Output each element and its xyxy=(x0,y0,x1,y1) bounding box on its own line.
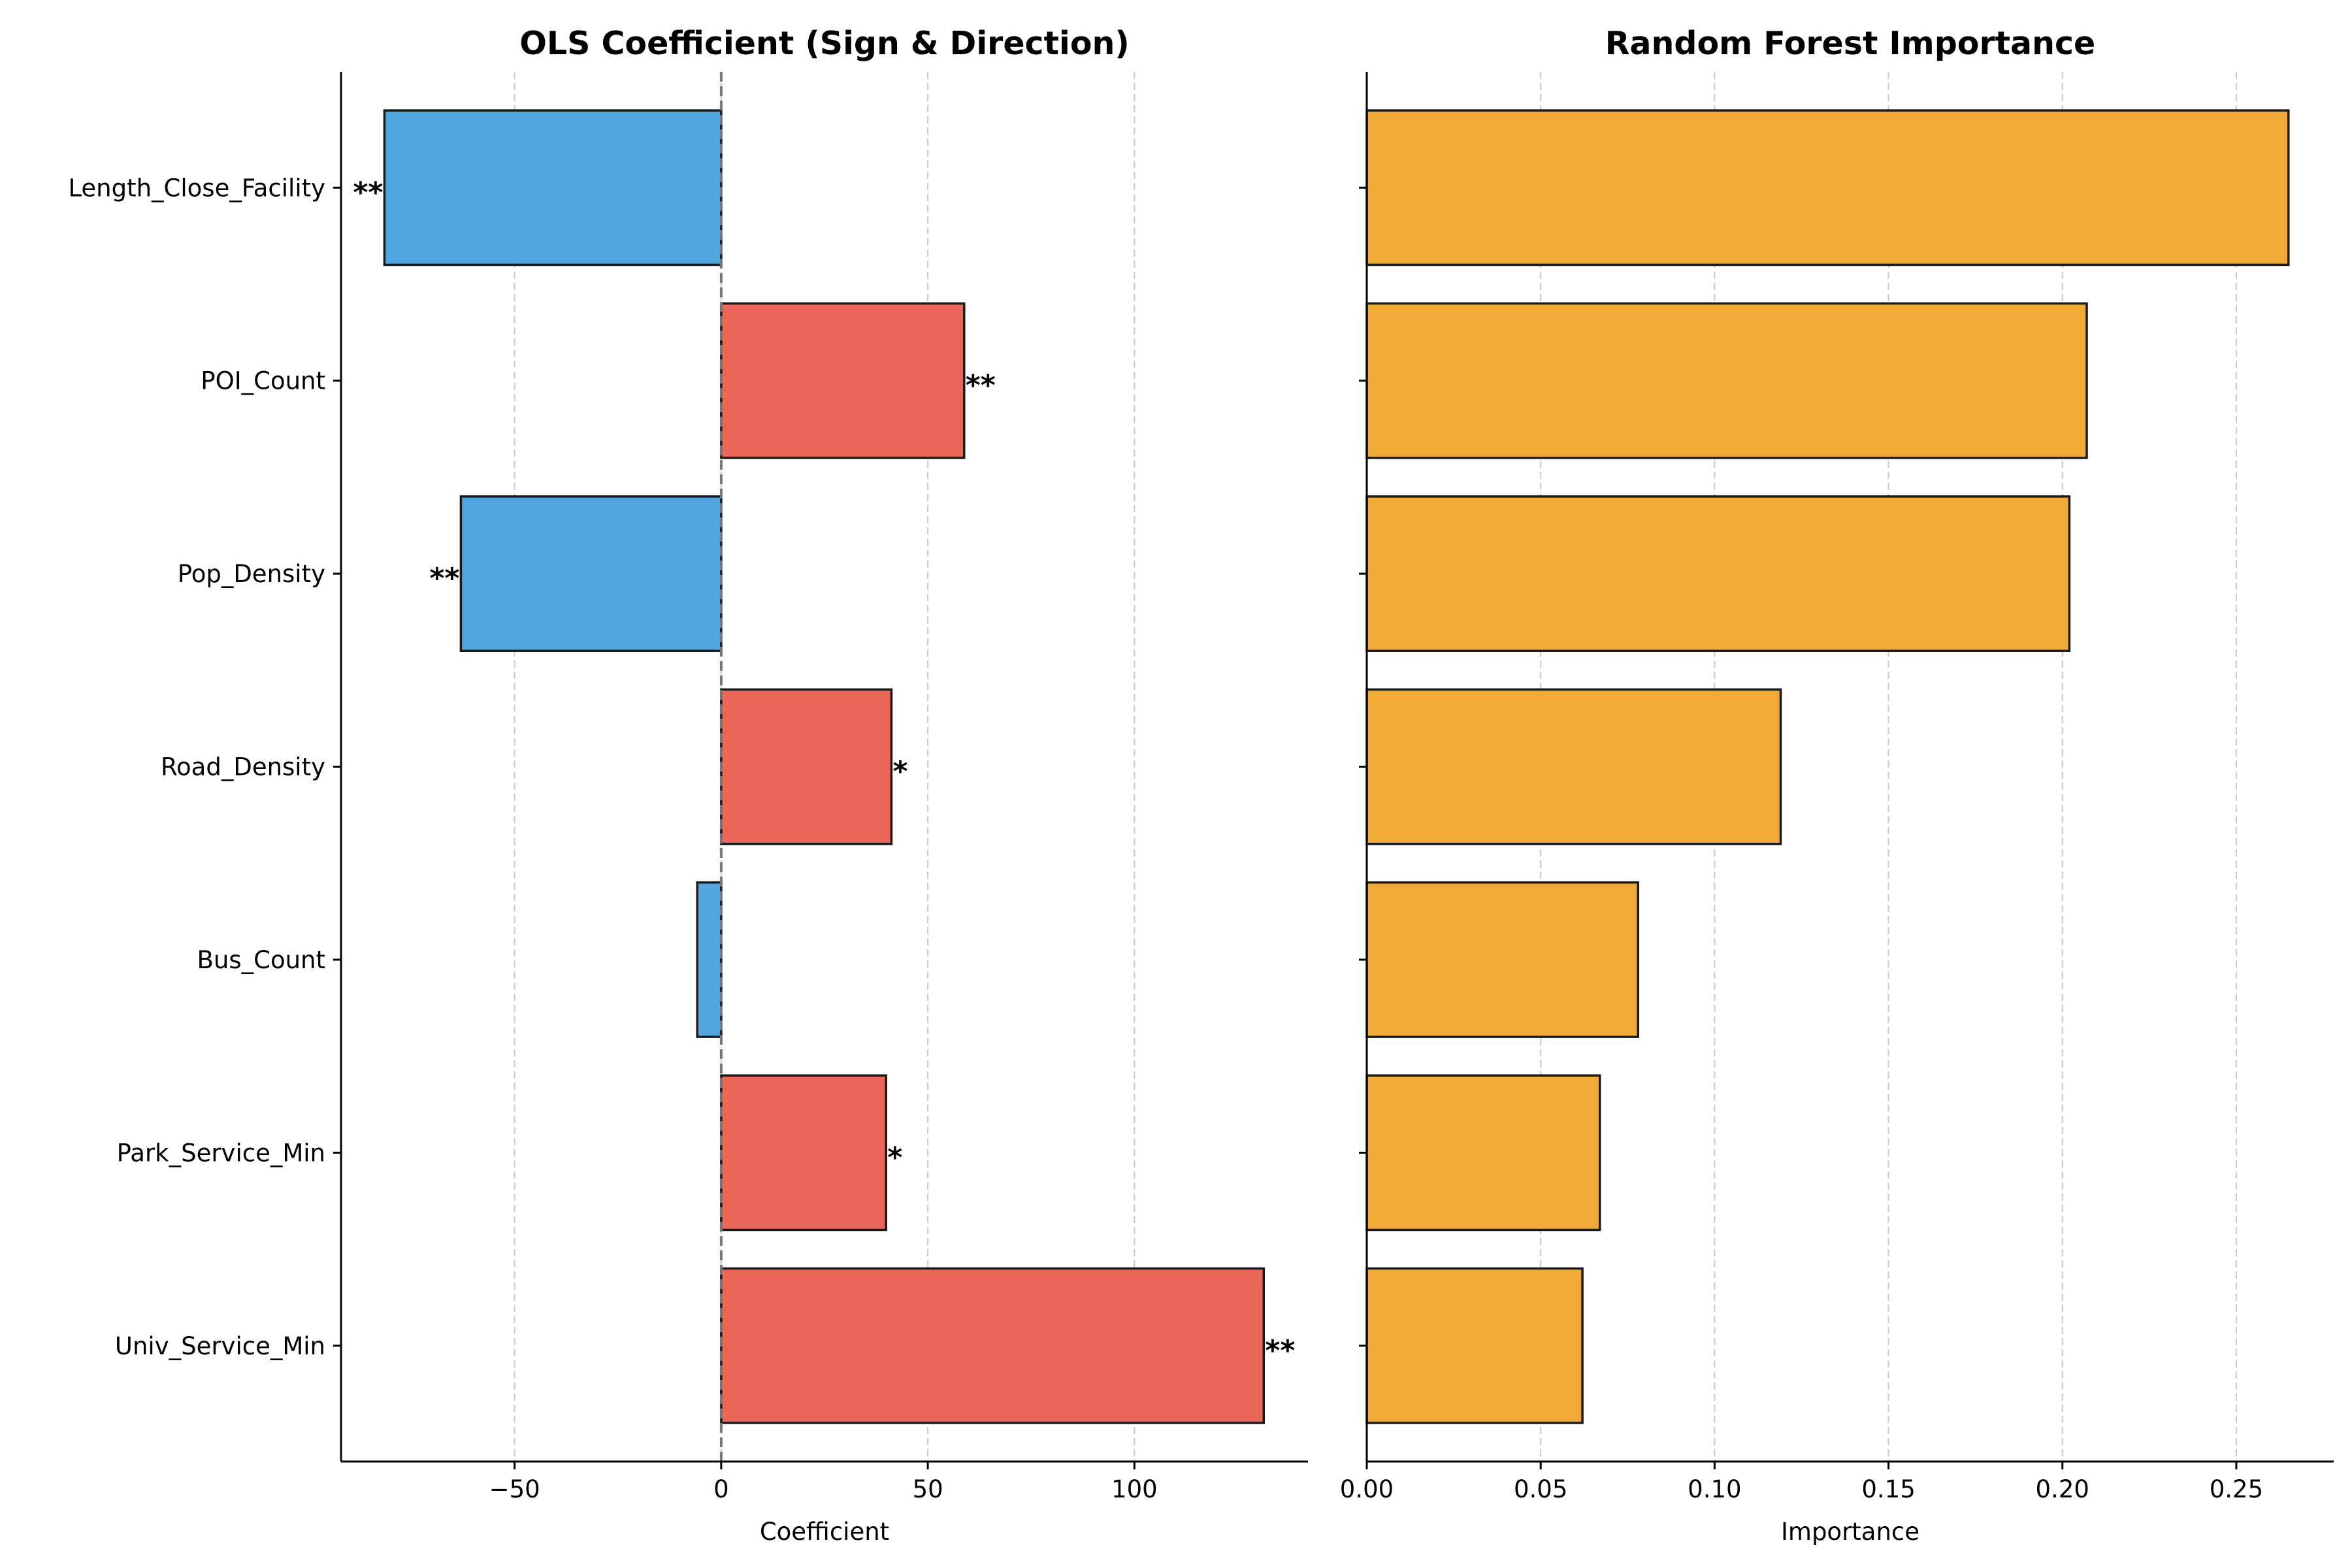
y-tick-label: Univ_Service_Min xyxy=(115,1332,325,1360)
x-tick-label: 0.00 xyxy=(1340,1475,1394,1503)
significance-label: * xyxy=(892,755,907,789)
bar-univ_service_min xyxy=(1365,1267,1584,1424)
y-tick-label: Bus_Count xyxy=(197,946,326,974)
bar-road_density xyxy=(1365,688,1782,845)
x-tick-label: 100 xyxy=(1111,1475,1158,1503)
bar-park_service_min xyxy=(720,1074,887,1232)
y-tick-label: Park_Service_Min xyxy=(117,1139,325,1167)
x-tick-label: 0.25 xyxy=(2210,1475,2263,1503)
bar-length_close_facility xyxy=(1365,109,2290,267)
significance-label: ** xyxy=(966,369,996,402)
bar-poi_count xyxy=(1365,302,2088,459)
y-tick-label: Road_Density xyxy=(161,753,325,781)
random-forest-importance-chart: 0.00 0.05 0.10 0.15 0.20 0.25 Importance Random… xyxy=(1340,25,2334,1546)
x-axis-label: Importance xyxy=(1781,1518,1919,1546)
bar-pop_density xyxy=(1365,495,2071,653)
significance-label: ** xyxy=(429,562,459,595)
chart-title: Random Forest Importance xyxy=(1605,25,2096,62)
x-tick-label: 0.05 xyxy=(1514,1475,1567,1503)
chart-title: OLS Coefficient (Sign & Direction) xyxy=(519,25,1130,62)
x-tick-label: 50 xyxy=(913,1475,943,1503)
x-tick-label: 0.15 xyxy=(1861,1475,1915,1503)
y-tick-label: Pop_Density xyxy=(178,560,325,588)
bar-pop_density xyxy=(459,495,723,653)
bar-park_service_min xyxy=(1365,1074,1601,1232)
bar-poi_count xyxy=(720,302,966,459)
x-tick-label: −50 xyxy=(489,1475,540,1503)
x-axis-label: Coefficient xyxy=(760,1518,889,1546)
y-tick-label: POI_Count xyxy=(201,367,325,395)
significance-label: * xyxy=(887,1141,902,1174)
bar-length_close_facility xyxy=(383,109,723,267)
ols-coefficient-chart: **********−50 0 50 100Length_Close_Facility… xyxy=(68,25,1308,1546)
bar-univ_service_min xyxy=(720,1267,1266,1424)
y-tick-label: Length_Close_Facility xyxy=(68,174,325,202)
x-tick-label: 0.20 xyxy=(2036,1475,2089,1503)
significance-label: ** xyxy=(353,176,383,209)
bar-bus_count xyxy=(696,881,723,1038)
x-tick-label: 0.10 xyxy=(1688,1475,1741,1503)
significance-label: ** xyxy=(1265,1334,1295,1367)
bar-road_density xyxy=(720,688,893,845)
x-tick-label: 0 xyxy=(713,1475,729,1503)
bar-bus_count xyxy=(1365,881,1640,1038)
